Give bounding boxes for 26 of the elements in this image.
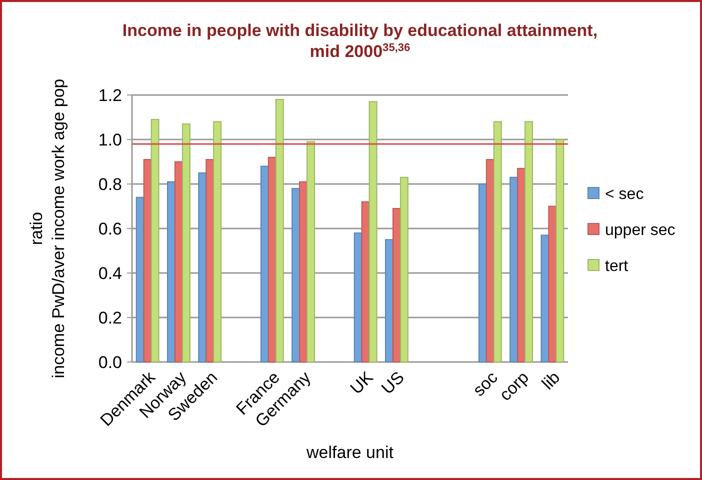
bar [368, 101, 378, 362]
x-tick-label: UK [346, 367, 378, 398]
bar [493, 121, 502, 362]
bar [306, 141, 315, 362]
y-tick-label: 0.4 [98, 264, 122, 283]
legend-label: < sec [605, 186, 644, 204]
bar [556, 139, 564, 362]
chart-title: Income in people with disability by educational attainment, mid 2000$^{35,36}$ [122, 21, 598, 61]
y-tick-label: 1.2 [98, 86, 122, 105]
bar [150, 118, 160, 362]
y-tick-label: 1.0 [98, 130, 122, 150]
x-tick-label: US [378, 368, 408, 398]
y-tick-label: 0.8 [98, 174, 122, 194]
x-tick-label: lib [538, 368, 564, 394]
bar [275, 98, 284, 362]
bar [182, 123, 190, 362]
y-axis-title: ratio income PwD/aver income work age pop [27, 78, 68, 378]
legend-label: upper sec [605, 222, 676, 240]
bar [213, 121, 222, 362]
y-tick-label: 0.2 [98, 308, 122, 328]
y-tick-label: 0.0 [98, 352, 122, 372]
y-tick-label: 0.6 [98, 219, 122, 238]
x-axis-title: welfare unit [306, 443, 394, 462]
bar [524, 121, 533, 362]
legend-label: tert [605, 258, 629, 276]
bar [400, 176, 408, 362]
